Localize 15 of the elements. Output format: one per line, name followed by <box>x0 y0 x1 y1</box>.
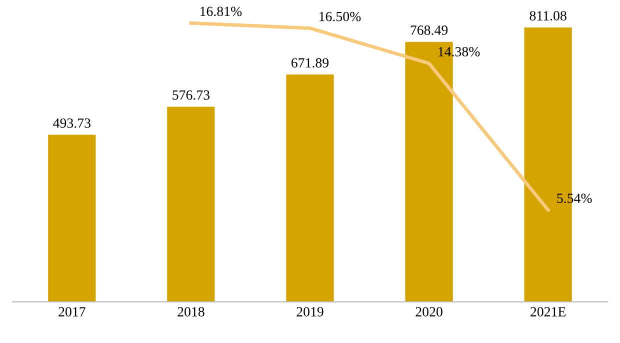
x-tick-label: 2021E <box>530 307 566 316</box>
bar <box>48 134 96 302</box>
data-label: 16.81% <box>200 6 242 16</box>
data-label: 576.73 <box>172 90 210 100</box>
bar <box>167 106 215 302</box>
data-label: 671.89 <box>292 58 329 68</box>
bar <box>286 74 334 302</box>
x-tick-label: 2019 <box>296 307 324 316</box>
x-tick-label: 2020 <box>416 307 442 316</box>
x-tick-label: 2017 <box>58 307 86 316</box>
data-label: 493.73 <box>53 118 90 128</box>
data-label: 811.08 <box>530 11 566 21</box>
data-label: 16.50% <box>320 12 361 22</box>
x-tick-label: 2018 <box>178 307 204 316</box>
data-label: 768.49 <box>410 25 448 35</box>
